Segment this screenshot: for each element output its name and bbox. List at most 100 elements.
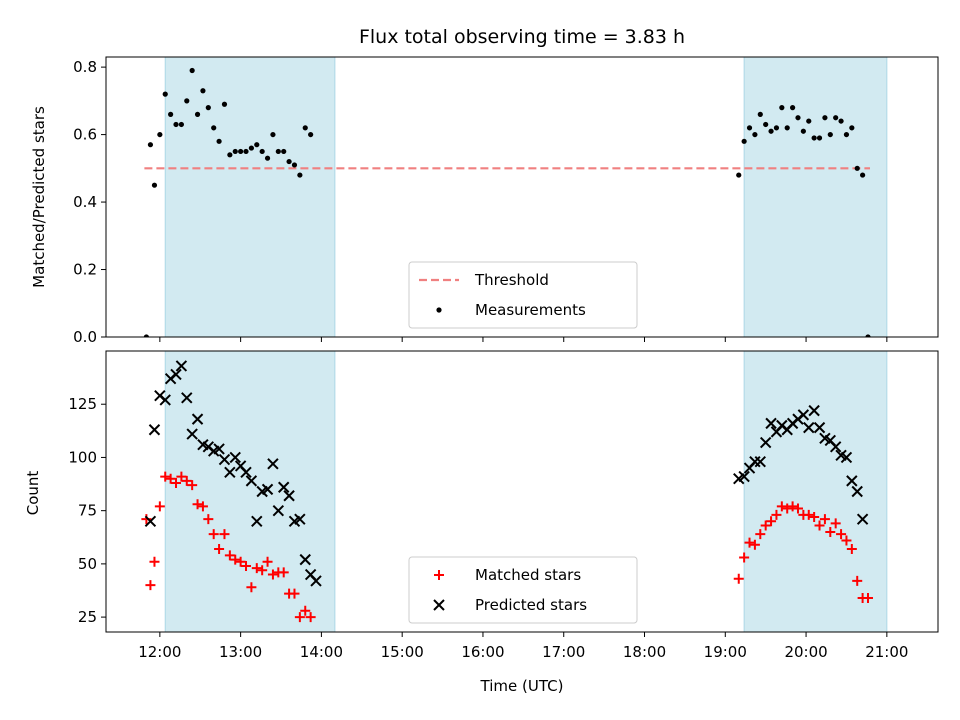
x-tick-label-8: 20:00 [784, 643, 827, 661]
bottom-series-0-point-29 [294, 612, 305, 623]
bottom-series-1-point-53 [846, 475, 858, 487]
top-series-0-point-10 [194, 111, 201, 117]
bottom-series-0-point-48 [819, 514, 830, 525]
bottom-y-tick-label-3: 100 [68, 448, 97, 466]
bottom-series-0-point-14 [214, 543, 225, 554]
bottom-series-0-point-9 [187, 480, 198, 491]
top-legend: Threshold Measurements [408, 261, 638, 329]
top-series-0-point-50 [833, 115, 839, 121]
top-series-0-point-3 [157, 131, 163, 138]
x-tick-label-0: 12:00 [138, 643, 181, 661]
bottom-legend-label-0: Matched stars [475, 566, 581, 584]
bottom-series-1-point-46 [808, 404, 820, 417]
bottom-legend-marker-0 [434, 570, 444, 580]
bottom-series-0-point-36 [755, 529, 766, 540]
bottom-series-1-point-14 [218, 453, 231, 466]
top-series-0-point-46 [811, 135, 817, 141]
bottom-y-tick-label-1: 50 [78, 555, 97, 573]
bottom-series-0-point-54 [852, 575, 863, 586]
bottom-series-0-point-43 [792, 503, 803, 514]
bottom-series-0-point-8 [181, 475, 192, 486]
x-tick-label-6: 18:00 [623, 643, 666, 661]
bottom-series-0-point-2 [149, 556, 160, 567]
top-series-0-point-23 [264, 155, 271, 161]
top-series-0-point-24 [270, 131, 276, 138]
bottom-series-0-point-0 [141, 514, 152, 525]
bottom-legend: Matched stars Predicted stars [408, 556, 638, 624]
top-series-0-point-27 [286, 158, 292, 165]
bottom-series-1 [144, 360, 869, 587]
x-tick-label-4: 16:00 [461, 643, 504, 661]
top-shaded-interval-0 [164, 57, 336, 337]
bottom-series-0-point-37 [760, 520, 771, 531]
top-series-0-point-2 [151, 182, 158, 188]
top-series-0-point-32 [736, 172, 742, 178]
bottom-series-1-point-5 [170, 368, 182, 381]
top-series-0-point-31 [308, 131, 314, 138]
bottom-series-1-point-24 [272, 504, 285, 517]
bottom-y-axis-label: Count [24, 471, 42, 516]
top-series-0-point-19 [243, 148, 249, 155]
bottom-series-0-point-5 [165, 473, 176, 484]
top-series-0-point-6 [173, 121, 179, 128]
top-series-0-point-34 [746, 125, 753, 131]
bottom-series-0-point-38 [766, 516, 777, 527]
bottom-series-0-point-33 [739, 552, 750, 563]
top-series-0-point-40 [779, 105, 785, 111]
top-y-tick-label-4: 0.8 [73, 58, 97, 76]
bottom-y-tick-label-0: 25 [78, 608, 97, 626]
bottom-series-1-point-45 [803, 421, 815, 434]
top-series-0-point-42 [790, 105, 796, 111]
top-series-0-point-35 [752, 131, 758, 138]
bottom-series-1-point-44 [797, 409, 810, 421]
bottom-series-0 [141, 471, 873, 623]
top-y-axis-label: Matched/Predicted stars [30, 106, 48, 288]
bottom-series-0-point-24 [267, 569, 278, 580]
bottom-panel: 25 50 75 100 125 12:00 13:00 14:00 15:00 16:00 17:… [68, 350, 939, 661]
top-y-tick-label-1: 0.2 [73, 261, 97, 279]
bottom-series-1-point-25 [278, 481, 290, 493]
bottom-series-0-point-23 [262, 556, 273, 567]
bottom-series-1-point-7 [181, 392, 193, 404]
top-y-tick-label-2: 0.4 [73, 193, 97, 211]
top-series-0-point-8 [184, 98, 190, 104]
top-series-0-point-47 [816, 135, 823, 141]
bottom-legend-box [408, 556, 638, 624]
bottom-series-0-point-17 [230, 554, 241, 565]
bottom-series-0-point-12 [203, 514, 214, 525]
bottom-series-0-point-49 [825, 526, 836, 537]
bottom-series-0-point-7 [176, 471, 187, 482]
top-series-0-point-20 [248, 145, 254, 151]
bottom-series-0-point-34 [744, 537, 755, 548]
bottom-series-0-point-16 [224, 550, 235, 561]
x-tick-label-2: 14:00 [300, 643, 343, 661]
bottom-legend-label-1: Predicted stars [475, 596, 587, 614]
bottom-series-1-point-31 [310, 575, 322, 587]
bottom-series-0-point-50 [830, 518, 841, 529]
bottom-series-1-point-20 [251, 515, 263, 528]
bottom-series-1-point-26 [283, 490, 295, 502]
bottom-series-0-point-4 [160, 471, 171, 482]
bottom-series-1-point-50 [829, 441, 842, 453]
top-series-0-point-15 [221, 101, 228, 107]
bottom-series-0-point-28 [289, 588, 300, 599]
bottom-series-0-point-41 [782, 503, 793, 514]
top-shaded-interval-1 [743, 57, 888, 337]
bottom-series-1-point-52 [840, 451, 853, 464]
top-series-0-point-53 [849, 125, 855, 131]
bottom-series-1-point-28 [294, 513, 306, 525]
bottom-series-0-point-46 [809, 512, 820, 523]
bottom-series-0-point-51 [836, 529, 847, 540]
top-axes-frame [105, 56, 939, 338]
bottom-series-0-point-39 [771, 509, 782, 520]
top-series-0-point-55 [860, 172, 866, 178]
x-axis-label: Time (UTC) [480, 677, 564, 695]
top-legend-box [408, 261, 638, 329]
bottom-series-1-point-15 [224, 466, 236, 479]
bottom-series-1-point-3 [159, 394, 171, 406]
top-series-0-point-37 [763, 121, 769, 128]
bottom-series-0-point-26 [278, 567, 289, 578]
top-panel: 0.0 0.2 0.4 0.6 0.8 Threshold Measurements [73, 56, 939, 346]
top-series-0-point-14 [216, 138, 222, 144]
top-series-0-point-17 [232, 148, 238, 155]
